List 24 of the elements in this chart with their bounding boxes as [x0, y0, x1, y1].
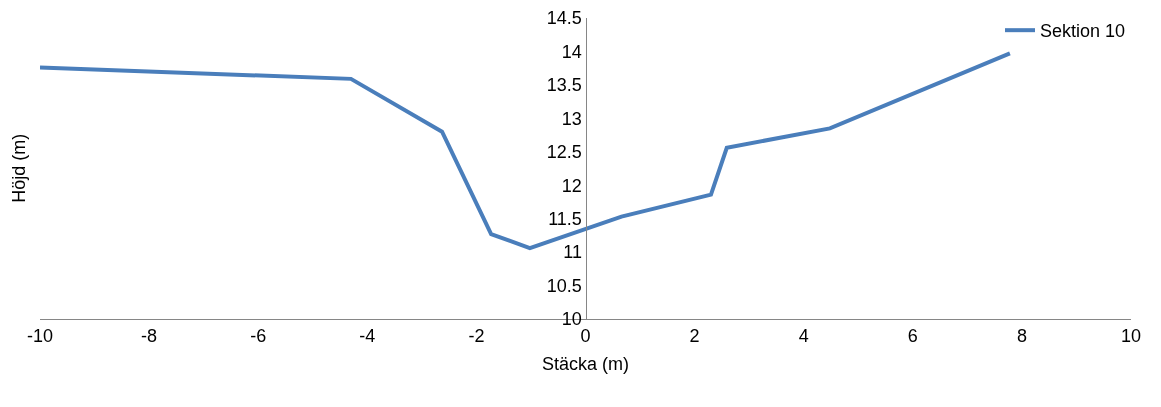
x-tick-label: -10 — [26, 325, 54, 346]
x-tick-label: 4 — [798, 325, 809, 346]
y-tick-label: 11.5 — [548, 208, 582, 229]
y-axis-title: Höjd (m) — [8, 133, 29, 203]
x-tick-label: -4 — [359, 325, 376, 346]
x-tick-label: 6 — [907, 325, 918, 346]
x-tick-label: -2 — [468, 325, 485, 346]
x-tick-label: 8 — [1016, 325, 1027, 346]
y-tick-label: 12 — [561, 175, 582, 196]
y-tick-label: 13 — [561, 108, 582, 129]
x-tick-label: 2 — [689, 325, 700, 346]
y-tick-label: 12.5 — [546, 142, 582, 163]
y-tick-label: 10 — [561, 309, 582, 330]
x-tick-label: 0 — [580, 325, 591, 346]
y-tick-label: 10.5 — [546, 275, 582, 296]
x-tick-label: 10 — [1120, 325, 1142, 346]
y-tick-label: 14 — [561, 41, 582, 62]
x-axis-title: Stäcka (m) — [541, 353, 630, 374]
y-tick-label: 11 — [563, 242, 582, 263]
y-tick-label: 14.5 — [546, 8, 582, 29]
y-tick-label: 13.5 — [546, 75, 582, 96]
x-tick-label: -8 — [141, 325, 158, 346]
legend-label: Sektion 10 — [1040, 21, 1126, 42]
x-tick-label: -6 — [250, 325, 267, 346]
